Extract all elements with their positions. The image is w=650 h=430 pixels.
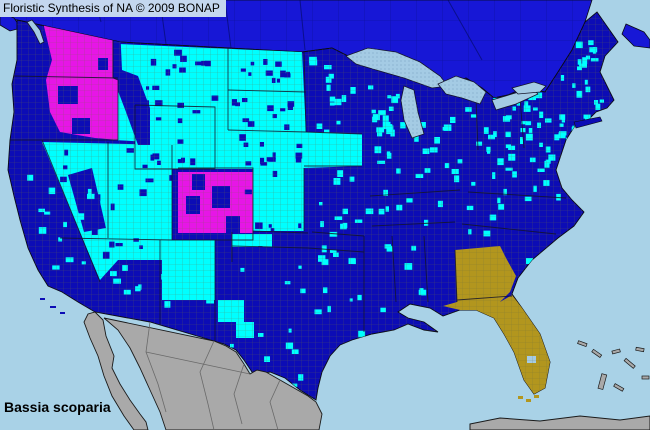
map-title: Floristic Synthesis of NA © 2009 BONAP <box>3 1 220 15</box>
mexico-region <box>83 311 323 430</box>
channel-islands <box>40 298 65 314</box>
puget-sound <box>26 19 45 45</box>
state-borders <box>8 20 567 345</box>
species-name: Bassia scoparia <box>4 399 111 415</box>
cuba <box>469 415 650 430</box>
baja-california <box>83 311 149 430</box>
nova-scotia <box>621 23 650 49</box>
lake-ontario <box>511 81 547 95</box>
mexico-mainland <box>103 317 323 430</box>
title-bar: Floristic Synthesis of NA © 2009 BONAP <box>0 0 226 17</box>
long-island <box>573 116 603 129</box>
great-lakes <box>26 19 547 139</box>
bahamas-islands <box>577 340 650 392</box>
mexico-state-borders <box>145 321 281 430</box>
